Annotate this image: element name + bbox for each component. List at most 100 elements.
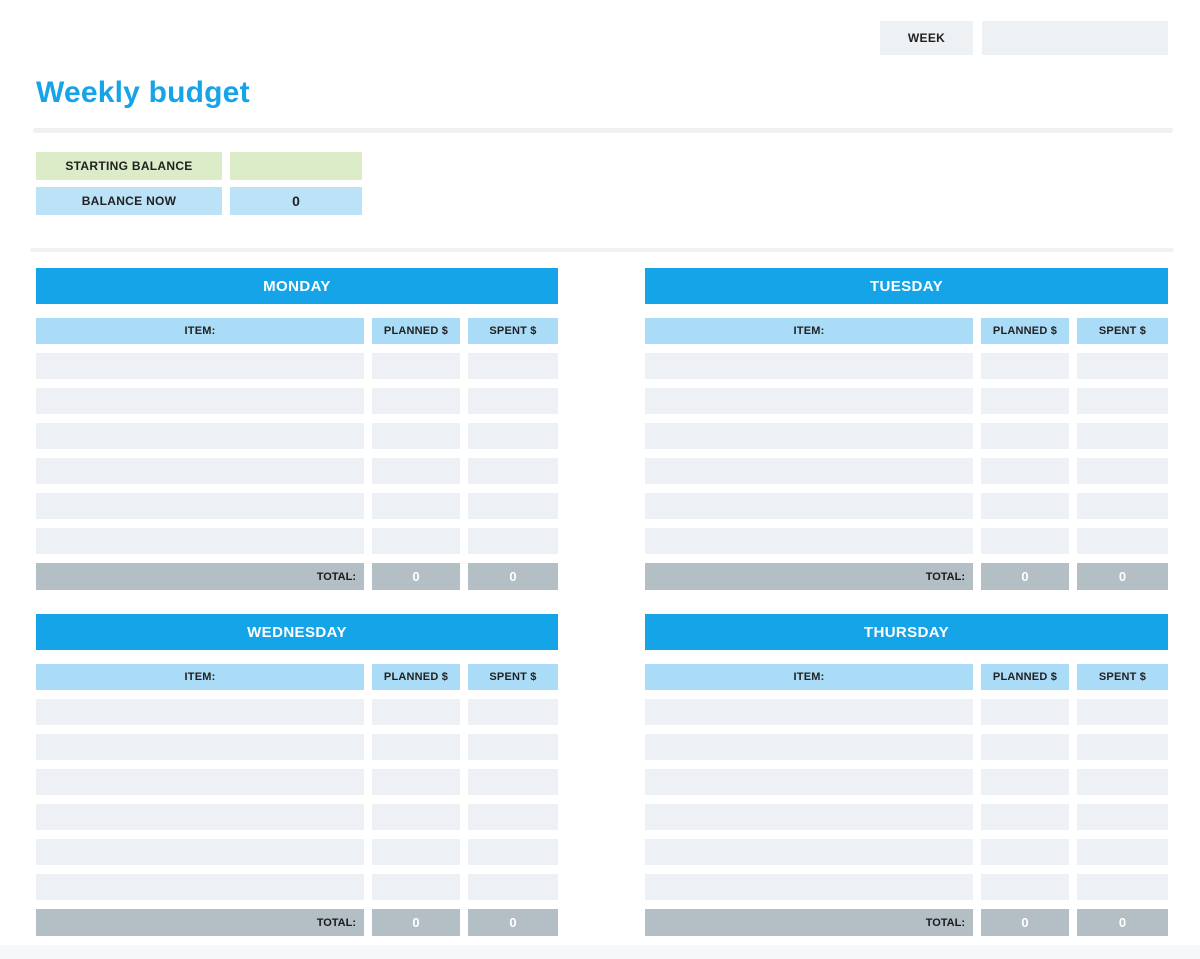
spent-cell[interactable]	[468, 874, 558, 900]
item-cell[interactable]	[36, 458, 364, 484]
spent-cell[interactable]	[1077, 423, 1168, 449]
planned-cell[interactable]	[372, 353, 460, 379]
item-cell[interactable]	[36, 734, 364, 760]
table-row	[36, 804, 558, 830]
spent-cell[interactable]	[468, 839, 558, 865]
planned-cell[interactable]	[981, 874, 1069, 900]
planned-cell[interactable]	[372, 874, 460, 900]
planned-cell[interactable]	[981, 804, 1069, 830]
spent-cell[interactable]	[1077, 458, 1168, 484]
week-value-input[interactable]	[982, 21, 1168, 55]
spent-cell[interactable]	[1077, 528, 1168, 554]
total-planned-value[interactable]: 0	[372, 563, 460, 590]
column-header-row: ITEM: PLANNED $ SPENT $	[645, 664, 1168, 690]
planned-cell[interactable]	[372, 493, 460, 519]
spent-cell[interactable]	[1077, 769, 1168, 795]
item-cell[interactable]	[36, 804, 364, 830]
item-cell[interactable]	[36, 423, 364, 449]
item-cell[interactable]	[645, 493, 973, 519]
spent-cell[interactable]	[1077, 353, 1168, 379]
planned-cell[interactable]	[372, 388, 460, 414]
spent-cell[interactable]	[468, 458, 558, 484]
spent-cell[interactable]	[468, 804, 558, 830]
spent-cell[interactable]	[1077, 874, 1168, 900]
spent-cell[interactable]	[1077, 804, 1168, 830]
planned-cell[interactable]	[981, 699, 1069, 725]
planned-cell[interactable]	[981, 493, 1069, 519]
planned-cell[interactable]	[372, 839, 460, 865]
planned-cell[interactable]	[372, 423, 460, 449]
planned-cell[interactable]	[981, 353, 1069, 379]
total-label: TOTAL:	[645, 563, 973, 590]
table-row	[645, 769, 1168, 795]
spent-cell[interactable]	[468, 699, 558, 725]
planned-cell[interactable]	[372, 734, 460, 760]
planned-cell[interactable]	[372, 769, 460, 795]
table-row	[645, 874, 1168, 900]
col-header-planned: PLANNED $	[981, 664, 1069, 690]
item-cell[interactable]	[36, 493, 364, 519]
total-spent-value[interactable]: 0	[468, 563, 558, 590]
total-spent-value[interactable]: 0	[468, 909, 558, 936]
table-row	[645, 388, 1168, 414]
spent-cell[interactable]	[1077, 493, 1168, 519]
item-cell[interactable]	[645, 804, 973, 830]
planned-cell[interactable]	[372, 458, 460, 484]
planned-cell[interactable]	[981, 734, 1069, 760]
spent-cell[interactable]	[1077, 699, 1168, 725]
item-cell[interactable]	[645, 528, 973, 554]
planned-cell[interactable]	[981, 839, 1069, 865]
item-cell[interactable]	[36, 699, 364, 725]
item-cell[interactable]	[645, 458, 973, 484]
col-header-item: ITEM:	[645, 318, 973, 344]
total-planned-value[interactable]: 0	[981, 563, 1069, 590]
item-cell[interactable]	[645, 423, 973, 449]
planned-cell[interactable]	[981, 528, 1069, 554]
total-spent-value[interactable]: 0	[1077, 909, 1168, 936]
item-cell[interactable]	[36, 839, 364, 865]
col-header-planned: PLANNED $	[372, 664, 460, 690]
spent-cell[interactable]	[468, 734, 558, 760]
item-cell[interactable]	[36, 874, 364, 900]
starting-balance-value[interactable]	[230, 152, 362, 180]
item-cell[interactable]	[645, 874, 973, 900]
item-cell[interactable]	[645, 769, 973, 795]
spent-cell[interactable]	[468, 493, 558, 519]
item-cell[interactable]	[645, 353, 973, 379]
item-cell[interactable]	[645, 388, 973, 414]
item-cell[interactable]	[36, 353, 364, 379]
planned-cell[interactable]	[372, 699, 460, 725]
planned-cell[interactable]	[981, 388, 1069, 414]
item-cell[interactable]	[645, 699, 973, 725]
col-header-item: ITEM:	[36, 664, 364, 690]
item-cell[interactable]	[645, 734, 973, 760]
spent-cell[interactable]	[1077, 388, 1168, 414]
divider	[33, 128, 1173, 133]
spent-cell[interactable]	[1077, 734, 1168, 760]
spent-cell[interactable]	[468, 528, 558, 554]
table-row	[645, 458, 1168, 484]
item-cell[interactable]	[36, 388, 364, 414]
planned-cell[interactable]	[981, 769, 1069, 795]
total-planned-value[interactable]: 0	[981, 909, 1069, 936]
table-row	[645, 528, 1168, 554]
planned-cell[interactable]	[981, 423, 1069, 449]
spent-cell[interactable]	[468, 353, 558, 379]
total-row: TOTAL: 0 0	[645, 909, 1168, 936]
planned-cell[interactable]	[372, 528, 460, 554]
item-cell[interactable]	[36, 769, 364, 795]
table-row	[36, 388, 558, 414]
spent-cell[interactable]	[1077, 839, 1168, 865]
planned-cell[interactable]	[372, 804, 460, 830]
planned-cell[interactable]	[981, 458, 1069, 484]
total-planned-value[interactable]: 0	[372, 909, 460, 936]
item-cell[interactable]	[36, 528, 364, 554]
item-cell[interactable]	[645, 839, 973, 865]
table-row	[645, 804, 1168, 830]
spent-cell[interactable]	[468, 423, 558, 449]
total-spent-value[interactable]: 0	[1077, 563, 1168, 590]
table-row	[645, 423, 1168, 449]
spent-cell[interactable]	[468, 769, 558, 795]
spent-cell[interactable]	[468, 388, 558, 414]
balance-now-value[interactable]: 0	[230, 187, 362, 215]
